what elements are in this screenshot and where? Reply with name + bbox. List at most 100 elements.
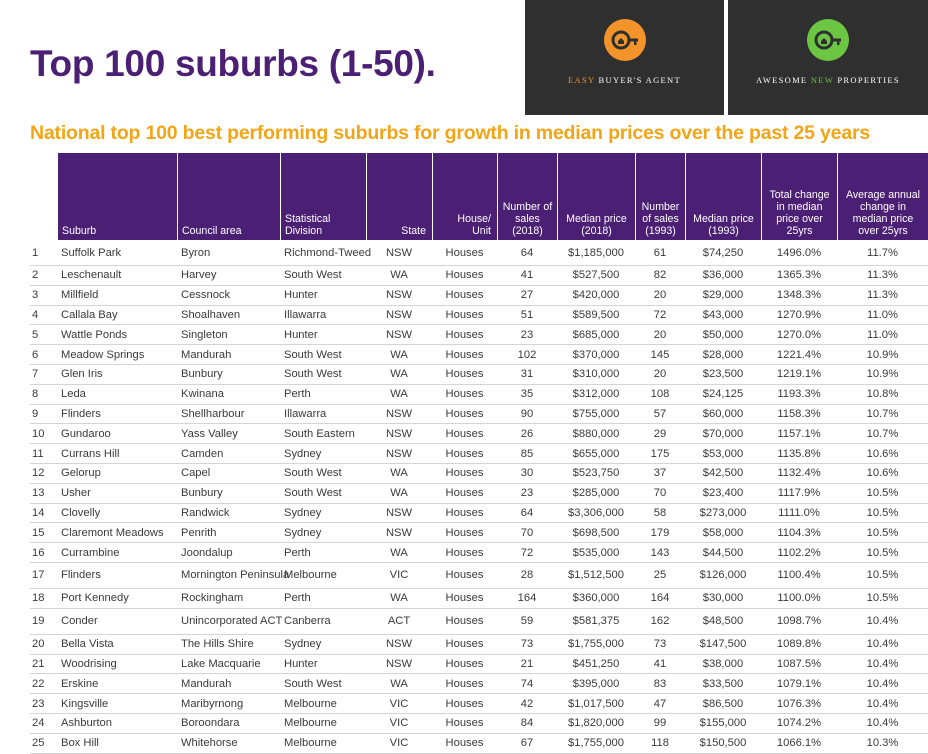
median-1993-cell: $23,400 — [685, 484, 761, 504]
state-cell: NSW — [366, 504, 432, 524]
state-cell: NSW — [366, 635, 432, 655]
median-1993-cell: $58,000 — [685, 523, 761, 544]
state-cell: NSW — [366, 286, 432, 306]
annual-change-cell: 10.9% — [837, 365, 928, 385]
sales-2018-cell: 27 — [497, 286, 557, 306]
house-unit-cell: Houses — [432, 325, 497, 346]
total-change-cell: 1193.3% — [761, 385, 837, 405]
state-cell: NSW — [366, 655, 432, 675]
sales-2018-cell: 73 — [497, 635, 557, 655]
suburb-cell: Box Hill — [57, 734, 177, 754]
total-change-cell: 1098.7% — [761, 609, 837, 635]
rank-cell: 1 — [30, 240, 57, 266]
sales-2018-cell: 64 — [497, 504, 557, 524]
suburb-cell: Glen Iris — [57, 365, 177, 385]
annual-change-cell: 11.0% — [837, 325, 928, 346]
table-row: 4 Callala Bay Shoalhaven Illawarra NSW Houses… — [30, 306, 928, 326]
house-unit-cell: Houses — [432, 589, 497, 609]
house-unit-cell: Houses — [432, 484, 497, 504]
house-unit-cell: Houses — [432, 464, 497, 484]
annual-change-cell: 10.3% — [837, 734, 928, 754]
median-1993-cell: $74,250 — [685, 240, 761, 266]
house-unit-cell: Houses — [432, 444, 497, 464]
median-1993-cell: $38,000 — [685, 655, 761, 675]
state-cell: VIC — [366, 734, 432, 754]
state-cell: WA — [366, 674, 432, 695]
table-row: 8 Leda Kwinana Perth WA Houses 35 $312,000 108 $2… — [30, 385, 928, 405]
sales-1993-cell: 73 — [635, 635, 685, 655]
sales-2018-cell: 35 — [497, 385, 557, 405]
sales-1993-cell: 37 — [635, 464, 685, 484]
state-cell: WA — [366, 266, 432, 286]
annual-change-cell: 10.7% — [837, 405, 928, 425]
median-1993-cell: $273,000 — [685, 504, 761, 524]
sales-1993-cell: 179 — [635, 523, 685, 544]
house-unit-cell: Houses — [432, 674, 497, 695]
awesome-new-properties-logo: AWESOME NEW PROPERTIES — [728, 0, 928, 115]
total-change-cell: 1079.1% — [761, 674, 837, 695]
division-cell: Perth — [280, 385, 366, 405]
rank-cell: 18 — [30, 589, 57, 609]
house-unit-cell: Houses — [432, 345, 497, 365]
council-cell: Yass Valley — [177, 424, 280, 445]
table-row: 12 Gelorup Capel South West WA Houses 30 $523,7… — [30, 464, 928, 484]
house-unit-cell: Houses — [432, 635, 497, 655]
suburb-cell: Gundaroo — [57, 424, 177, 445]
suburb-cell: Callala Bay — [57, 306, 177, 326]
sales-2018-cell: 67 — [497, 734, 557, 754]
sales-2018-cell: 74 — [497, 674, 557, 695]
table-subtitle: National top 100 best performing suburbs… — [30, 122, 871, 144]
median-2018-cell: $1,755,000 — [557, 734, 635, 754]
house-unit-cell: Houses — [432, 523, 497, 544]
annual-change-cell: 10.4% — [837, 694, 928, 714]
state-cell: NSW — [366, 325, 432, 346]
sales-1993-cell: 83 — [635, 674, 685, 695]
division-cell: Illawarra — [280, 306, 366, 326]
total-change-cell: 1104.3% — [761, 523, 837, 544]
council-cell: Whitehorse — [177, 734, 280, 754]
council-cell: Mornington Peninsula — [177, 563, 289, 589]
table-row: 3 Millfield Cessnock Hunter NSW Houses 27 $420,… — [30, 286, 928, 306]
suburb-cell: Ashburton — [57, 714, 177, 734]
table-row: 10 Gundaroo Yass Valley South Eastern NSW Hou… — [30, 424, 928, 445]
sales-1993-cell: 82 — [635, 266, 685, 286]
rank-cell: 11 — [30, 444, 57, 464]
suburb-cell: Gelorup — [57, 464, 177, 484]
sales-2018-cell: 84 — [497, 714, 557, 734]
median-2018-cell: $535,000 — [557, 543, 635, 563]
house-unit-cell: Houses — [432, 563, 497, 589]
council-cell: Bunbury — [177, 484, 280, 504]
annual-change-cell: 10.9% — [837, 345, 928, 365]
total-change-cell: 1221.4% — [761, 345, 837, 365]
suburb-cell: Kingsville — [57, 694, 177, 714]
division-cell: Melbourne — [280, 563, 366, 589]
annual-change-cell: 11.0% — [837, 306, 928, 326]
median-2018-cell: $698,500 — [557, 523, 635, 544]
annual-change-cell: 11.7% — [837, 240, 928, 266]
sales-1993-cell: 164 — [635, 589, 685, 609]
state-cell: ACT — [366, 609, 432, 635]
total-change-cell: 1100.4% — [761, 563, 837, 589]
rank-cell: 14 — [30, 504, 57, 524]
median-1993-cell: $48,500 — [685, 609, 761, 635]
division-header: Statistical Division — [280, 153, 366, 240]
median-1993-cell: $30,000 — [685, 589, 761, 609]
median-1993-cell: $43,000 — [685, 306, 761, 326]
annual-change-cell: 10.6% — [837, 464, 928, 484]
sales-2018-cell: 70 — [497, 523, 557, 544]
house-unit-cell: Houses — [432, 543, 497, 563]
sales-1993-cell: 25 — [635, 563, 685, 589]
table-row: 11 Currans Hill Camden Sydney NSW Houses 85 $65… — [30, 444, 928, 464]
table-row: 7 Glen Iris Bunbury South West WA Houses 31 $31… — [30, 365, 928, 385]
state-cell: NSW — [366, 405, 432, 425]
state-cell: VIC — [366, 563, 432, 589]
rank-cell: 12 — [30, 464, 57, 484]
house-unit-cell: Houses — [432, 286, 497, 306]
rank-cell: 16 — [30, 543, 57, 563]
sales-2018-cell: 164 — [497, 589, 557, 609]
council-cell: The Hills Shire — [177, 635, 280, 655]
house-unit-cell: Houses — [432, 694, 497, 714]
total-change-cell: 1365.3% — [761, 266, 837, 286]
median-2018-cell: $589,500 — [557, 306, 635, 326]
sales-1993-cell: 41 — [635, 655, 685, 675]
